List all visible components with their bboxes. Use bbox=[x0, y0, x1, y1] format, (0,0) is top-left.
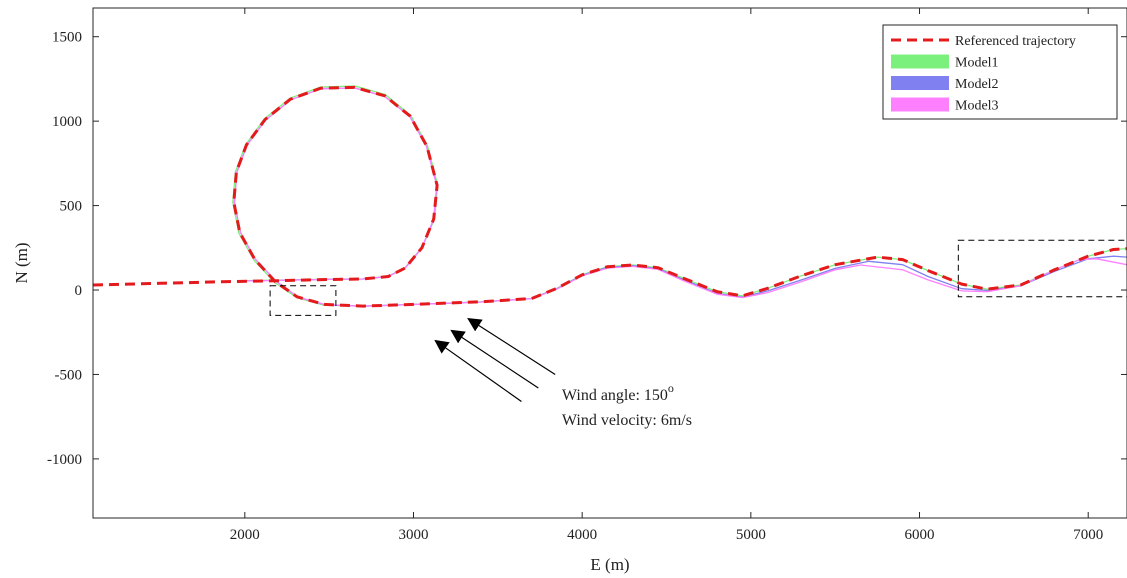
legend-label: Model3 bbox=[955, 99, 999, 114]
wind-arrow-3 bbox=[467, 317, 556, 375]
wind-velocity-label: Wind velocity: 6m/s bbox=[562, 412, 692, 429]
zoom-box-2 bbox=[957, 239, 1127, 298]
series-line-model3 bbox=[233, 87, 1127, 307]
axes: 2000 3000 4000 5000 6000 7000150010005000-500… bbox=[12, 7, 1127, 574]
wind-angle-degree: o bbox=[668, 381, 674, 395]
legend-label: Model2 bbox=[955, 77, 999, 92]
y-tick-label: 0 bbox=[75, 283, 83, 299]
wind-arrow-1 bbox=[434, 339, 522, 402]
wind-angle-label: Wind angle: 150o bbox=[562, 381, 674, 404]
plot-frame bbox=[92, 7, 1127, 519]
y-tick-label: -1000 bbox=[47, 452, 82, 468]
legend-label: Referenced trajectory bbox=[955, 34, 1076, 49]
legend-swatch-patch bbox=[891, 97, 949, 112]
legend: Referenced trajectory Model1 Model2 Model3 bbox=[882, 24, 1118, 120]
legend-label: Model1 bbox=[955, 56, 999, 71]
wind-arrow-2 bbox=[450, 329, 539, 389]
y-tick-label: 500 bbox=[60, 199, 83, 215]
series-line-referenced-trajectory bbox=[93, 85, 1127, 308]
x-tick-label: 5000 bbox=[736, 527, 766, 543]
wind-angle-text: Wind angle: 150 bbox=[562, 387, 668, 404]
legend-swatch-patch bbox=[891, 54, 949, 69]
y-tick-label: 1500 bbox=[52, 30, 82, 46]
series-line-model2 bbox=[233, 87, 1127, 307]
legend-swatch-patch bbox=[891, 76, 949, 90]
x-tick-label: 6000 bbox=[905, 527, 935, 543]
x-tick-label: 3000 bbox=[398, 527, 428, 543]
y-axis-label: N (m) bbox=[12, 242, 31, 283]
x-axis-label: E (m) bbox=[590, 555, 629, 574]
x-tick-label: 4000 bbox=[567, 527, 597, 543]
zoom-box-1 bbox=[269, 285, 337, 316]
x-tick-label: 2000 bbox=[230, 527, 260, 543]
x-tick-label: 7000 bbox=[1073, 527, 1103, 543]
y-tick-label: -500 bbox=[55, 367, 83, 383]
y-tick-label: 1000 bbox=[52, 114, 82, 130]
plot-area bbox=[93, 85, 1127, 316]
annotation-layer: Wind angle: 150o Wind velocity: 6m/s bbox=[434, 317, 692, 429]
